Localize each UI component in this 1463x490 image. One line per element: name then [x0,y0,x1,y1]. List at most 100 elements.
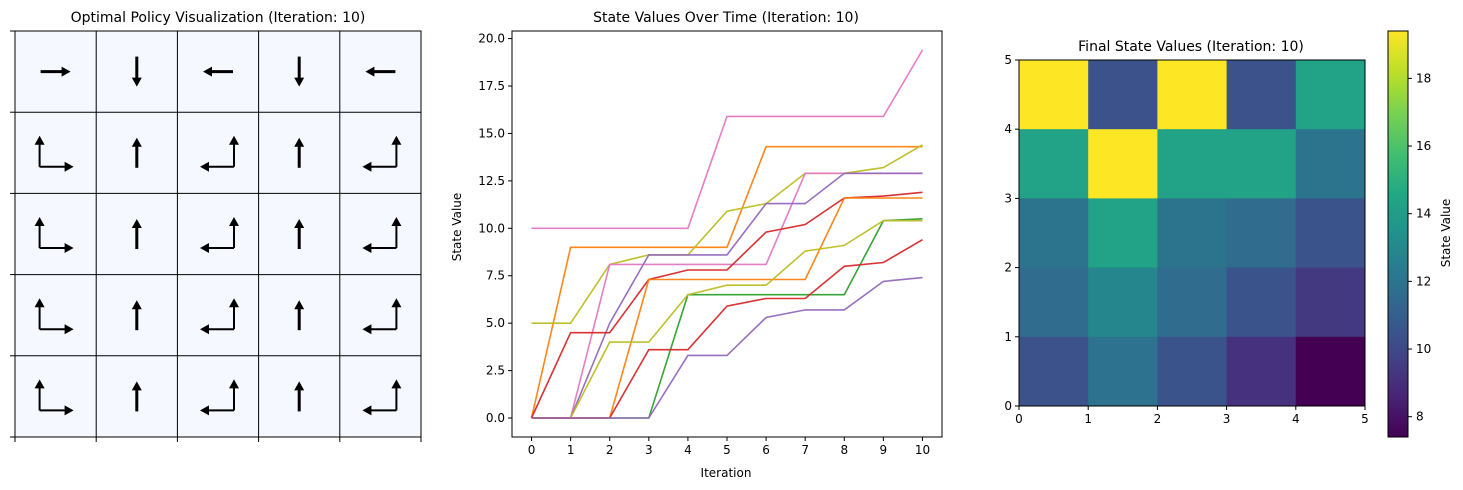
arrowhead [391,298,402,308]
colorbar-tick-label: 14 [1416,207,1431,221]
policy-arrow-icon [203,66,233,77]
arrowhead [131,219,142,228]
heatmap-cell [1088,198,1158,269]
heatmap-cell [1226,198,1297,269]
policy-arrow-icon [34,298,74,335]
arrowhead [64,243,74,253]
x-tick-label: 2 [1154,412,1162,426]
colorbar-tick-label: 16 [1416,139,1431,153]
heatmap-cell [1226,129,1297,199]
policy-arrow-icon [40,66,71,77]
arrowhead [229,379,239,389]
y-tick-label: 15.0 [478,126,505,140]
arrowhead [131,137,142,147]
policy-arrow-icon [200,379,239,416]
policy-grid [10,30,422,442]
arrowhead [200,243,209,253]
y-tick-label: 0.0 [486,411,505,425]
arrowhead [64,324,74,335]
x-tick-label: 6 [762,443,770,457]
policy-arrow-icon [200,217,239,253]
arrowhead [229,217,239,226]
policy-arrow-icon [200,298,239,335]
policy-arrow-icon [131,137,142,168]
heatmap-title: Final State Values (Iteration: 10) [1078,39,1304,55]
series-line-0 [531,49,924,230]
arrowhead [34,135,45,145]
y-tick-label: 17.5 [478,79,505,93]
x-tick-label: 5 [1361,412,1369,426]
y-tick-label: 5 [1004,53,1012,67]
heatmap-cell [1019,60,1089,130]
y-tick-label: 2 [1004,261,1012,275]
x-tick-label: 4 [684,443,692,457]
colorbar-tick-label: 18 [1416,71,1431,85]
policy-arrow-icon [294,56,305,87]
arrowhead [391,379,402,389]
policy-arrow-icon [34,135,74,172]
policy-arrow-icon [131,219,142,249]
arrowhead [200,324,209,335]
policy-panel: Optimal Policy Visualization (Iteration:… [10,10,422,442]
heatmap-cell [1226,336,1297,407]
colorbar-gradient [1388,31,1408,437]
plot-background [512,31,942,437]
policy-grid-frame [14,30,422,438]
arrowhead [362,405,372,416]
arrowhead [362,243,372,253]
y-tick-label: 2.5 [486,364,505,378]
policy-arrow-icon [362,135,402,172]
y-tick-label: 3 [1004,191,1012,205]
arrowhead [365,66,375,77]
line-chart-panel: State Values Over Time (Iteration: 10) 0… [450,10,943,480]
x-tick-label: 9 [880,443,888,457]
arrowhead [64,405,74,416]
y-tick-label: 7.5 [486,269,505,283]
heatmap-cell [1157,267,1228,338]
arrowhead [34,298,45,308]
x-tick-label: 0 [1015,412,1023,426]
arrowhead [294,137,305,147]
heatmap-cell [1295,198,1366,269]
series-line-2 [531,144,923,325]
heatmap-cell [1157,198,1228,269]
arrowhead [362,161,372,172]
heatmap-cell [1088,336,1158,407]
heatmap-cell [1019,267,1089,338]
heatmap-cell [1226,267,1297,338]
series-line-8 [531,219,923,419]
policy-arrow-icon [131,56,142,87]
policy-arrow-icon [294,381,305,412]
heatmap-area: 0 1 2 3 4 5 0 1 2 3 4 5 [1004,53,1368,426]
policy-grid-background [15,31,421,437]
policy-title: Optimal Policy Visualization (Iteration:… [71,10,366,26]
heatmap-cell [1157,60,1228,130]
x-tick-label: 5 [723,443,731,457]
heatmap-cell [1019,129,1089,199]
arrowhead [200,161,209,172]
policy-arrow-icon [294,300,305,331]
colorbar-label: State Value [1439,199,1453,268]
x-tick-label: 10 [915,443,930,457]
heatmap-cell [1295,267,1366,338]
arrowhead [294,219,305,228]
x-tick-label: 7 [801,443,809,457]
x-tick-label: 2 [606,443,614,457]
x-tick-label: 1 [1084,412,1092,426]
heatmap-cell [1088,60,1158,130]
x-tick-label: 4 [1292,412,1300,426]
heatmap-cell [1226,60,1297,130]
heatmap-frame [1018,59,1366,407]
policy-arrow-icon [200,135,239,172]
arrowhead [131,381,142,391]
colorbar-tick-label: 12 [1416,274,1431,288]
series-line-1 [530,145,923,419]
policy-arrow-icon [34,217,74,253]
arrowhead [64,161,74,172]
series-line-10 [531,276,923,419]
y-tick-label: 1 [1004,330,1012,344]
y-tick-label: 20.0 [478,32,505,46]
heatmap-cell [1019,336,1089,407]
x-tick-label: 3 [645,443,653,457]
